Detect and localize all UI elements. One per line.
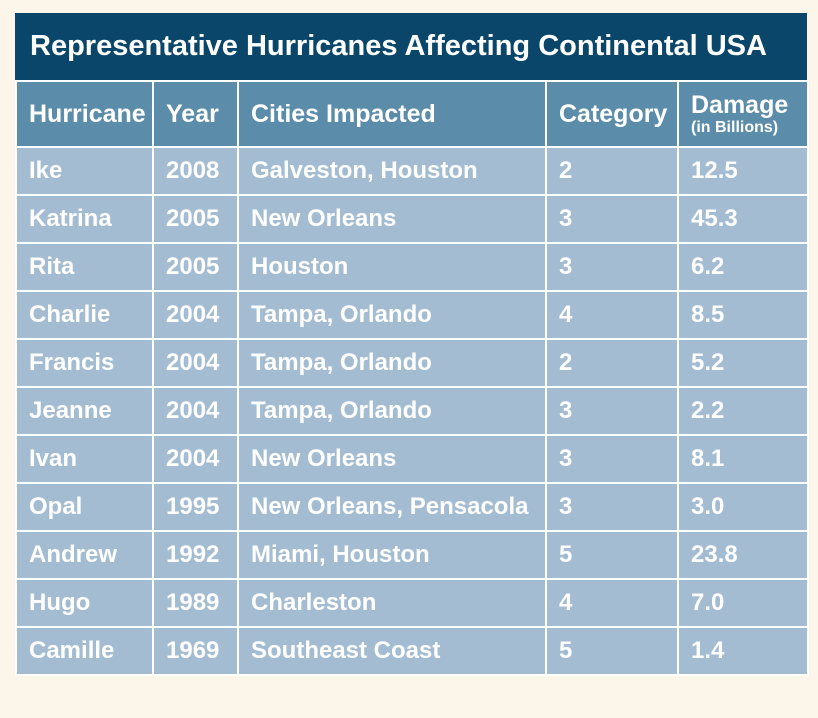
cell-year: 1989 xyxy=(152,578,239,628)
cell-hurricane: Andrew xyxy=(15,530,154,580)
cell-hurricane: Ike xyxy=(15,146,154,196)
table-row: Jeanne 2004 Tampa, Orlando 3 2.2 xyxy=(15,386,809,436)
table-row: Opal 1995 New Orleans, Pensacola 3 3.0 xyxy=(15,482,809,532)
col-header-hurricane-label: Hurricane xyxy=(29,100,146,128)
cell-year: 2004 xyxy=(152,386,239,436)
col-header-damage-sublabel: (in Billions) xyxy=(691,119,779,136)
cell-damage: 45.3 xyxy=(677,194,809,244)
table-row: Hugo 1989 Charleston 4 7.0 xyxy=(15,578,809,628)
cell-damage: 5.2 xyxy=(677,338,809,388)
cell-damage: 8.5 xyxy=(677,290,809,340)
col-header-cities: Cities Impacted xyxy=(237,80,547,148)
table-row: Rita 2005 Houston 3 6.2 xyxy=(15,242,809,292)
col-header-damage-label: Damage xyxy=(691,91,789,119)
cell-cities: Miami, Houston xyxy=(237,530,547,580)
cell-cities: Galveston, Houston xyxy=(237,146,547,196)
cell-category: 5 xyxy=(545,530,679,580)
cell-year: 2004 xyxy=(152,290,239,340)
cell-category: 2 xyxy=(545,338,679,388)
cell-damage: 8.1 xyxy=(677,434,809,484)
col-header-year-label: Year xyxy=(166,100,219,128)
cell-hurricane: Hugo xyxy=(15,578,154,628)
col-header-category: Category xyxy=(545,80,679,148)
col-header-category-label: Category xyxy=(559,100,668,128)
cell-cities: Southeast Coast xyxy=(237,626,547,676)
table-row: Ike 2008 Galveston, Houston 2 12.5 xyxy=(15,146,809,196)
cell-category: 3 xyxy=(545,434,679,484)
cell-category: 4 xyxy=(545,290,679,340)
cell-hurricane: Charlie xyxy=(15,290,154,340)
cell-cities: Tampa, Orlando xyxy=(237,338,547,388)
hurricane-table: Hurricane Year Cities Impacted Category … xyxy=(15,80,809,676)
table-body: Ike 2008 Galveston, Houston 2 12.5 Katrina 200… xyxy=(15,146,809,676)
cell-year: 2008 xyxy=(152,146,239,196)
cell-year: 2004 xyxy=(152,338,239,388)
cell-year: 2004 xyxy=(152,434,239,484)
cell-year: 2005 xyxy=(152,194,239,244)
cell-category: 5 xyxy=(545,626,679,676)
cell-cities: Tampa, Orlando xyxy=(237,290,547,340)
table-row: Camille 1969 Southeast Coast 5 1.4 xyxy=(15,626,809,676)
cell-category: 3 xyxy=(545,386,679,436)
hurricane-table-panel: Representative Hurricanes Affecting Cont… xyxy=(15,13,809,676)
cell-category: 2 xyxy=(545,146,679,196)
cell-cities: Charleston xyxy=(237,578,547,628)
col-header-year: Year xyxy=(152,80,239,148)
cell-damage: 1.4 xyxy=(677,626,809,676)
table-row: Katrina 2005 New Orleans 3 45.3 xyxy=(15,194,809,244)
table-row: Ivan 2004 New Orleans 3 8.1 xyxy=(15,434,809,484)
cell-hurricane: Katrina xyxy=(15,194,154,244)
cell-hurricane: Rita xyxy=(15,242,154,292)
cell-cities: Houston xyxy=(237,242,547,292)
cell-damage: 3.0 xyxy=(677,482,809,532)
cell-cities: Tampa, Orlando xyxy=(237,386,547,436)
cell-hurricane: Francis xyxy=(15,338,154,388)
cell-year: 1995 xyxy=(152,482,239,532)
cell-year: 2005 xyxy=(152,242,239,292)
cell-category: 3 xyxy=(545,242,679,292)
table-title: Representative Hurricanes Affecting Cont… xyxy=(15,13,807,80)
col-header-cities-label: Cities Impacted xyxy=(251,100,436,128)
cell-hurricane: Camille xyxy=(15,626,154,676)
cell-damage: 7.0 xyxy=(677,578,809,628)
cell-category: 3 xyxy=(545,194,679,244)
table-row: Andrew 1992 Miami, Houston 5 23.8 xyxy=(15,530,809,580)
cell-category: 3 xyxy=(545,482,679,532)
cell-damage: 23.8 xyxy=(677,530,809,580)
cell-damage: 2.2 xyxy=(677,386,809,436)
col-header-hurricane: Hurricane xyxy=(15,80,154,148)
cell-hurricane: Ivan xyxy=(15,434,154,484)
cell-damage: 6.2 xyxy=(677,242,809,292)
cell-year: 1969 xyxy=(152,626,239,676)
cell-cities: New Orleans, Pensacola xyxy=(237,482,547,532)
table-row: Francis 2004 Tampa, Orlando 2 5.2 xyxy=(15,338,809,388)
cell-category: 4 xyxy=(545,578,679,628)
col-header-damage: Damage (in Billions) xyxy=(677,80,809,148)
table-row: Charlie 2004 Tampa, Orlando 4 8.5 xyxy=(15,290,809,340)
header-row: Hurricane Year Cities Impacted Category … xyxy=(15,80,809,148)
cell-damage: 12.5 xyxy=(677,146,809,196)
cell-cities: New Orleans xyxy=(237,194,547,244)
cell-year: 1992 xyxy=(152,530,239,580)
cell-hurricane: Opal xyxy=(15,482,154,532)
cell-hurricane: Jeanne xyxy=(15,386,154,436)
cell-cities: New Orleans xyxy=(237,434,547,484)
